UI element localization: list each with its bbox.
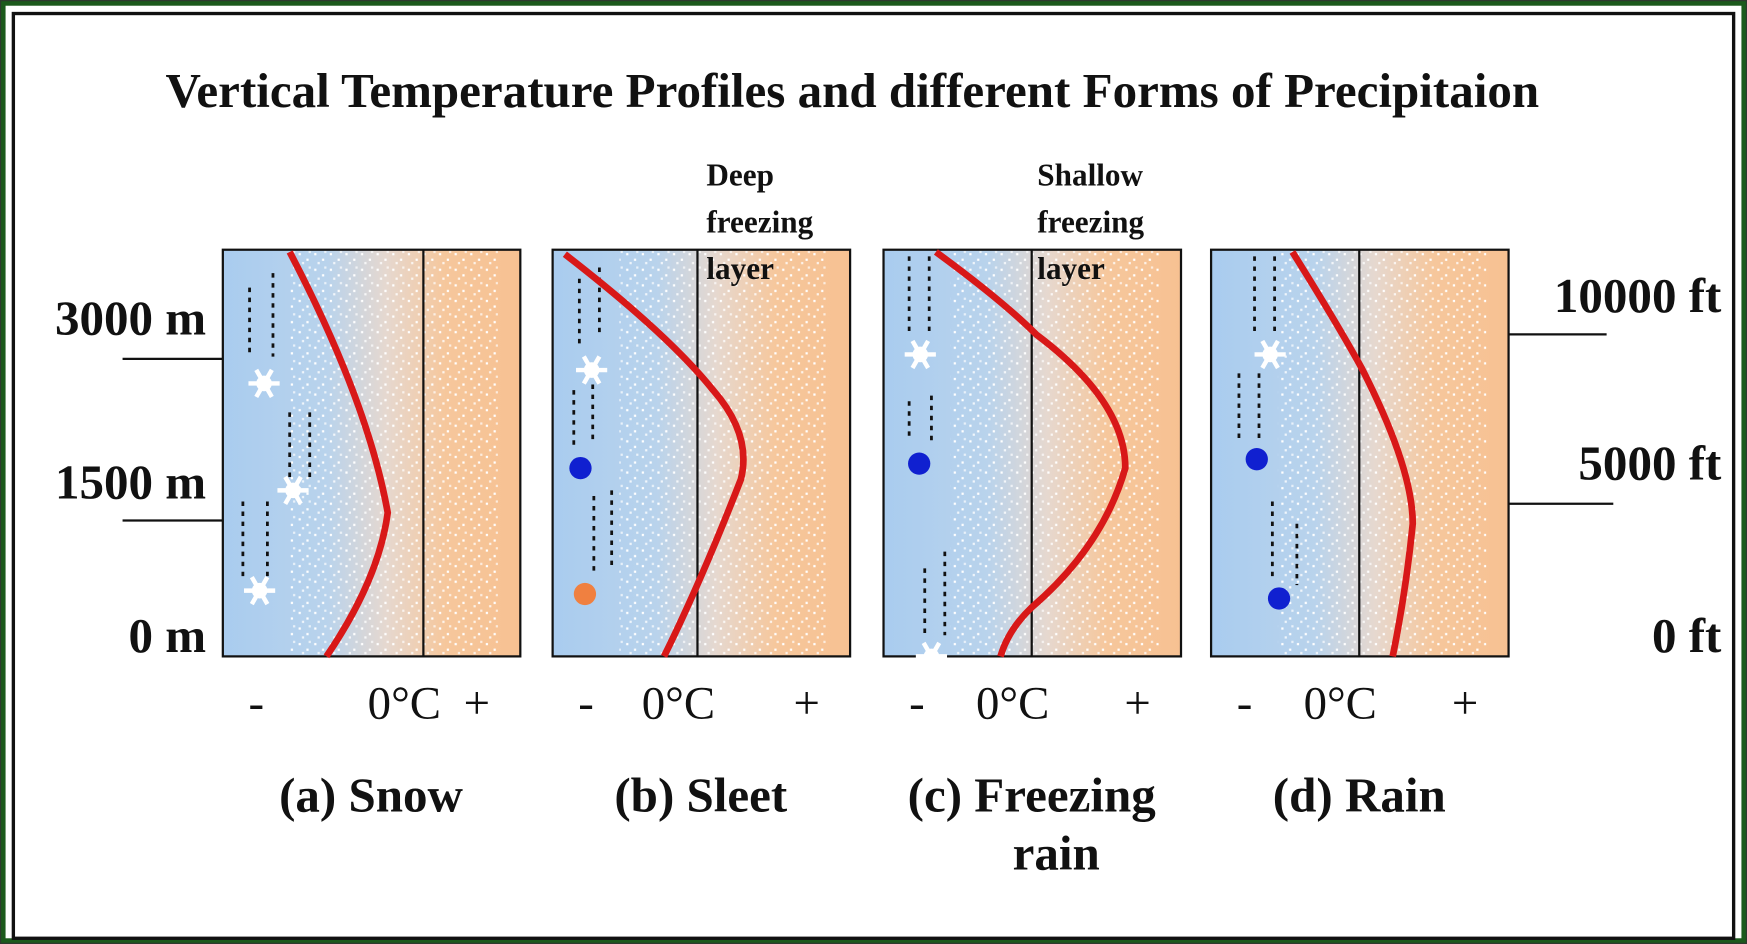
panel-border — [551, 248, 852, 658]
snowflake-core — [912, 346, 929, 363]
temperature-axis-label: 0°C — [976, 677, 1049, 729]
temperature-axis-label: + — [464, 677, 490, 729]
height-label: 1500 m — [55, 454, 206, 509]
height-label: 0 m — [129, 608, 207, 663]
panel-speckle — [619, 249, 828, 657]
temperature-axis-label: - — [1237, 677, 1253, 729]
panel-caption: (c) Freezing — [908, 767, 1157, 822]
panel-speckle — [1277, 249, 1487, 657]
temperature-axis-label: - — [909, 677, 925, 729]
layer-annotation: freezing — [706, 204, 813, 239]
height-label: 5000 ft — [1578, 435, 1722, 490]
layer-annotation: Deep — [706, 158, 774, 193]
temperature-axis-label: - — [248, 677, 264, 729]
drop — [908, 452, 931, 475]
drop — [1245, 448, 1268, 471]
layer-annotation: layer — [1037, 251, 1105, 286]
temperature-profile — [562, 251, 747, 658]
panel-caption: (a) Snow — [279, 767, 463, 822]
snowflake-core — [583, 362, 600, 378]
temperature-axis-label: 0°C — [368, 677, 441, 729]
panel-border — [221, 248, 522, 658]
drop — [573, 582, 597, 606]
snowflake-core — [285, 482, 301, 499]
title: Vertical Temperature Profiles and differ… — [166, 63, 1540, 118]
snowflake-core — [1262, 346, 1278, 363]
temperature-axis-label: 0°C — [642, 677, 715, 729]
height-label: 3000 m — [55, 291, 206, 346]
drop — [569, 456, 592, 480]
temperature-axis-label: + — [1124, 677, 1150, 729]
height-label: 10000 ft — [1554, 268, 1722, 323]
inner-frame — [11, 11, 1736, 940]
layer-annotation: Shallow — [1037, 158, 1143, 193]
height-label: 0 ft — [1652, 608, 1722, 663]
temperature-axis-label: + — [793, 677, 819, 729]
layer-annotation: layer — [706, 251, 774, 286]
snowflake-core — [251, 582, 268, 599]
panel-caption: (b) Sleet — [614, 767, 788, 822]
temperature-axis-label: - — [578, 677, 594, 729]
temperature-axis-label: 0°C — [1304, 677, 1377, 729]
temperature-axis-label: + — [1452, 677, 1478, 729]
temperature-profile — [1289, 250, 1417, 658]
panel-caption: (d) Rain — [1273, 767, 1446, 822]
drop — [1267, 587, 1291, 610]
panel-caption: rain — [1013, 825, 1100, 880]
snowflake-core — [923, 648, 940, 665]
snowflake-core — [256, 375, 272, 392]
temperature-profile — [286, 250, 392, 659]
layer-annotation: freezing — [1037, 204, 1144, 239]
temperature-profile — [933, 249, 1129, 658]
